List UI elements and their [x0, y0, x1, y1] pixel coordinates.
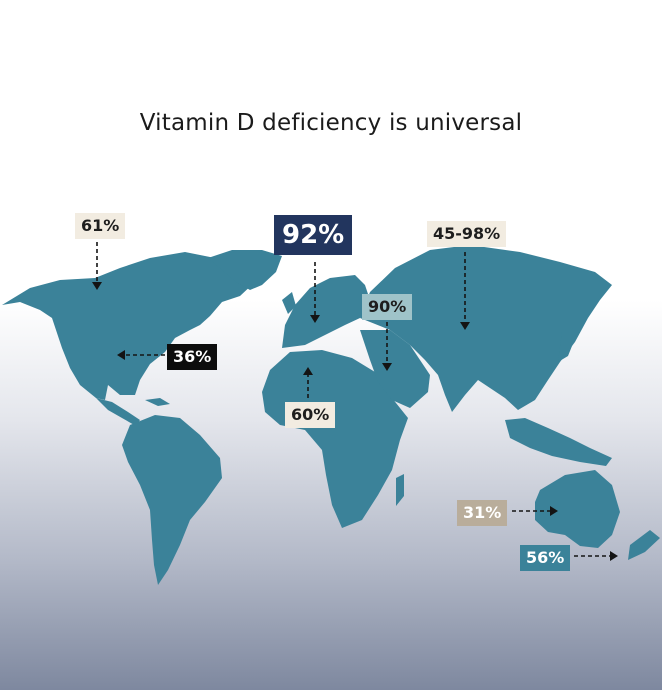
label-middle-east: 90% [362, 294, 413, 320]
japan [558, 322, 576, 362]
arrows [92, 242, 618, 561]
north-america [2, 252, 255, 400]
label-new-zealand: 56% [520, 545, 571, 571]
madagascar [396, 474, 404, 506]
label-russia: 45-98% [427, 221, 507, 247]
south-america [122, 415, 222, 585]
label-usa: 36% [167, 344, 218, 370]
middle-east [360, 330, 430, 408]
africa [262, 350, 408, 528]
new-zealand [628, 530, 660, 560]
label-canada: 61% [75, 213, 126, 239]
caribbean [145, 398, 170, 406]
label-australia: 31% [457, 500, 508, 526]
central-america [96, 398, 140, 426]
page-title: Vitamin D deficiency is universal [139, 110, 523, 136]
label-africa: 60% [285, 402, 336, 428]
uk [282, 292, 296, 314]
label-europe: 92% [274, 215, 353, 255]
greenland [208, 250, 282, 290]
europe [282, 275, 370, 348]
asia [360, 245, 612, 412]
australia [535, 470, 620, 548]
southeast-asia [505, 418, 612, 466]
